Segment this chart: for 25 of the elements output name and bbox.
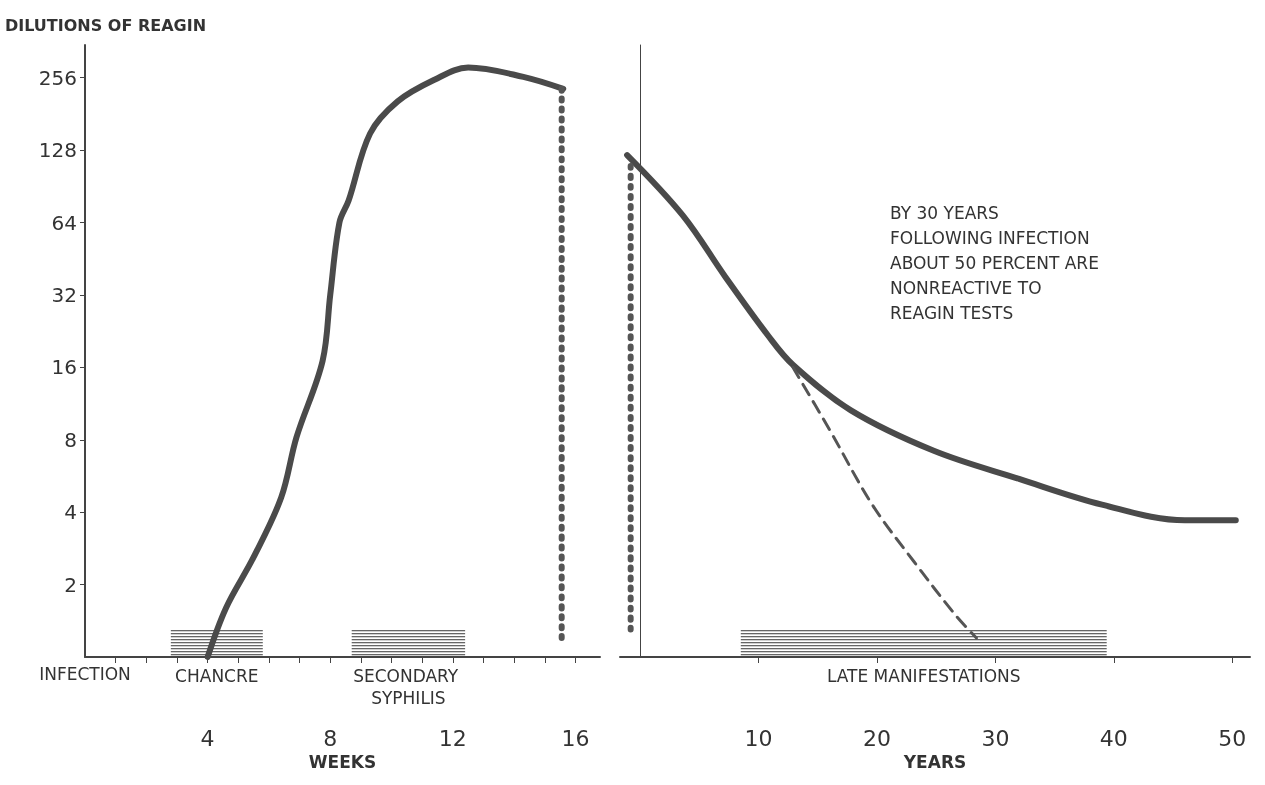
x-axis-title: YEARS bbox=[902, 752, 967, 773]
x-tick-label: 12 bbox=[438, 725, 467, 751]
x-tick-label: 4 bbox=[200, 725, 215, 751]
band-label: LATE MANIFESTATIONS bbox=[826, 666, 1021, 686]
x-tick-label: 16 bbox=[561, 725, 590, 751]
x-tick-label: 20 bbox=[862, 725, 891, 751]
y-axis-title: DILUTIONS OF REAGIN bbox=[5, 15, 207, 35]
text: INFECTION bbox=[39, 663, 131, 684]
y-tick-label: 128 bbox=[38, 138, 77, 163]
y-tick-label: 4 bbox=[64, 500, 77, 525]
y-tick-label: 256 bbox=[38, 65, 77, 90]
y-tick-label: 8 bbox=[64, 427, 77, 452]
x-tick-label: 50 bbox=[1218, 725, 1247, 751]
y-tick-label: 64 bbox=[51, 210, 77, 235]
band-label: SECONDARY SYPHILIS bbox=[353, 666, 464, 708]
band-label: CHANCRE bbox=[175, 666, 259, 686]
x-axis-title: WEEKS bbox=[308, 752, 377, 773]
x-tick-label: 30 bbox=[981, 725, 1010, 751]
x-tick-label: 40 bbox=[1099, 725, 1128, 751]
y-tick-label: 16 bbox=[51, 355, 77, 380]
annotation: BY 30 YEARS FOLLOWING INFECTION ABOUT 50 PERCENT ARE NONREACTIVE TO REAGIN TESTS bbox=[890, 202, 1099, 323]
y-tick-label: 2 bbox=[64, 572, 77, 597]
y-tick-label: 32 bbox=[51, 282, 77, 307]
x-tick-label: 8 bbox=[323, 725, 338, 751]
x-tick-label: 10 bbox=[744, 725, 773, 751]
